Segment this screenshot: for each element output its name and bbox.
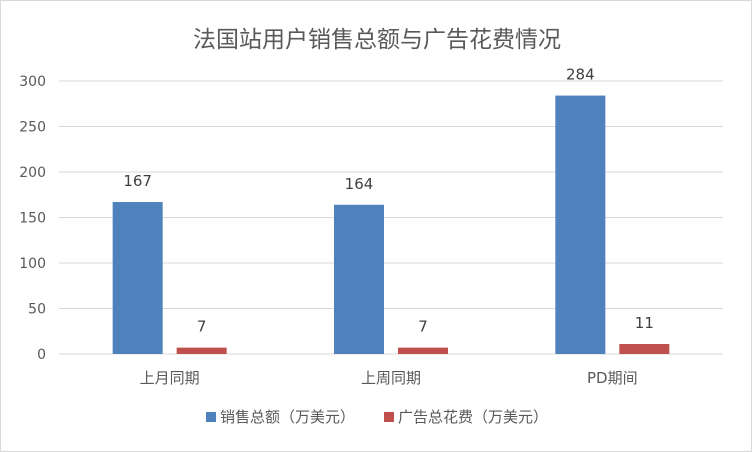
x-tick-label: PD期间	[587, 369, 638, 387]
bar-sales-2	[334, 204, 384, 354]
bar-ad-spend-3	[619, 343, 670, 354]
y-tick-label: 300	[19, 74, 46, 90]
data-label: 164	[345, 175, 374, 193]
bar-ad-spend-1	[176, 347, 227, 354]
legend-swatch	[384, 412, 394, 422]
y-tick-label: 150	[19, 211, 46, 227]
data-label: 11	[635, 314, 654, 332]
y-tick-label: 100	[19, 256, 46, 272]
data-label: 167	[123, 172, 152, 190]
data-label: 284	[566, 66, 595, 84]
legend-label: 销售总额（万美元）	[220, 408, 355, 426]
data-label: 7	[197, 318, 207, 336]
y-axis-ticks: 0 50 100 150 200 250 300	[19, 74, 46, 363]
x-axis-ticks: 上月同期 上周同期 PD期间	[140, 369, 638, 387]
data-labels: 167 7 164 7 284 11	[123, 66, 654, 336]
bar-ad-spend-2	[398, 347, 448, 354]
legend-swatch	[206, 412, 216, 422]
y-tick-label: 200	[19, 165, 46, 181]
x-tick-label: 上月同期	[140, 369, 200, 387]
data-label: 7	[418, 318, 428, 336]
legend: 销售总额（万美元） 广告总花费（万美元）	[206, 408, 548, 426]
gridlines	[59, 80, 723, 355]
legend-label: 广告总花费（万美元）	[398, 408, 548, 426]
y-tick-label: 250	[19, 120, 46, 136]
bar-sales-3	[555, 95, 606, 354]
bars	[112, 95, 670, 354]
x-tick-label: 上周同期	[361, 369, 421, 387]
y-tick-label: 50	[28, 302, 46, 318]
bar-sales-1	[112, 202, 163, 354]
chart-title: 法国站用户销售总额与广告花费情况	[193, 27, 561, 53]
y-tick-label: 0	[37, 347, 46, 363]
